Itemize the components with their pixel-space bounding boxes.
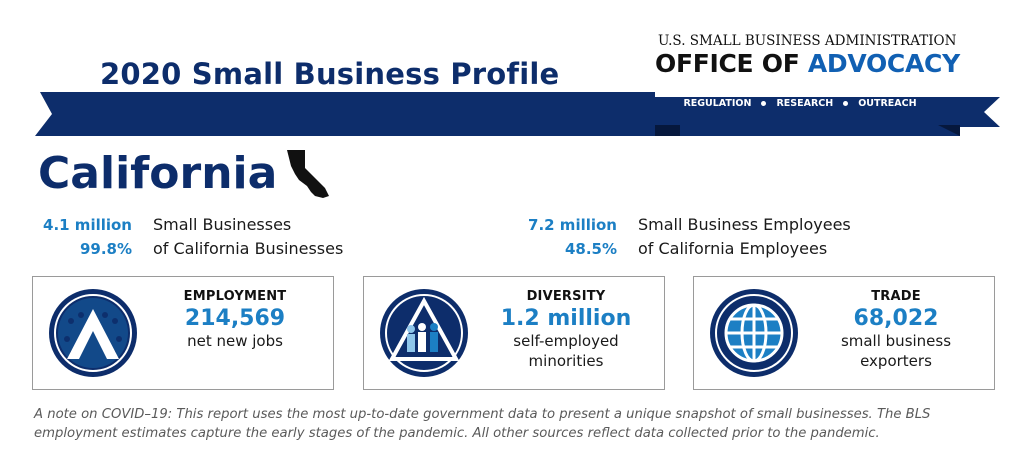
employment-card: EMPLOYMENT 214,569 net new jobs bbox=[32, 276, 334, 390]
share-businesses-label: of California Businesses bbox=[153, 239, 344, 258]
card-subtext: exporters bbox=[860, 352, 932, 370]
share-businesses-value: 99.8% bbox=[79, 240, 132, 258]
office-prefix: OFFICE OF bbox=[655, 49, 808, 78]
tagline: REGULATION RESEARCH OUTREACH bbox=[660, 92, 940, 114]
card-value: 68,022 bbox=[853, 306, 939, 331]
employees-label: Small Business Employees bbox=[638, 215, 851, 234]
state-name: California bbox=[38, 148, 278, 199]
card-subtext: small business bbox=[840, 332, 952, 350]
office-highlight: ADVOCACY bbox=[807, 49, 960, 78]
agency-name: U.S. SMALL BUSINESS ADMINISTRATION bbox=[658, 33, 957, 49]
globe-icon bbox=[710, 289, 798, 377]
small-businesses-value: 4.1 million bbox=[43, 216, 132, 234]
card-label: DIVERSITY bbox=[526, 289, 606, 304]
small-businesses-label: Small Businesses bbox=[153, 215, 292, 234]
card-subtext: self-employed bbox=[513, 332, 619, 350]
bullet-icon bbox=[761, 100, 767, 106]
bullet-icon bbox=[843, 100, 849, 106]
page-title: 2020 Small Business Profile bbox=[100, 57, 560, 91]
card-subtext: net new jobs bbox=[187, 332, 283, 350]
office-logo-text: OFFICE OF ADVOCACY bbox=[655, 49, 960, 78]
covid-note: A note on COVID–19: This report uses the… bbox=[34, 407, 931, 441]
share-employees-value: 48.5% bbox=[564, 240, 617, 258]
card-label: EMPLOYMENT bbox=[183, 289, 287, 304]
tagline-item: REGULATION bbox=[683, 97, 752, 109]
diversity-card: DIVERSITY 1.2 million self-employed mino… bbox=[363, 276, 665, 390]
card-value: 214,569 bbox=[184, 306, 286, 331]
card-label: TRADE bbox=[871, 289, 921, 304]
card-subtext: minorities bbox=[528, 352, 604, 370]
diversity-people-icon bbox=[380, 289, 468, 377]
trade-card: TRADE 68,022 small business exporters bbox=[693, 276, 995, 390]
employees-value: 7.2 million bbox=[528, 216, 617, 234]
header-ribbon bbox=[35, 92, 1000, 136]
california-map-icon bbox=[287, 150, 329, 198]
tagline-item: RESEARCH bbox=[776, 97, 834, 109]
tagline-item: OUTREACH bbox=[858, 97, 917, 109]
card-value: 1.2 million bbox=[500, 306, 632, 331]
employment-people-icon bbox=[49, 289, 137, 377]
share-employees-label: of California Employees bbox=[638, 239, 828, 258]
